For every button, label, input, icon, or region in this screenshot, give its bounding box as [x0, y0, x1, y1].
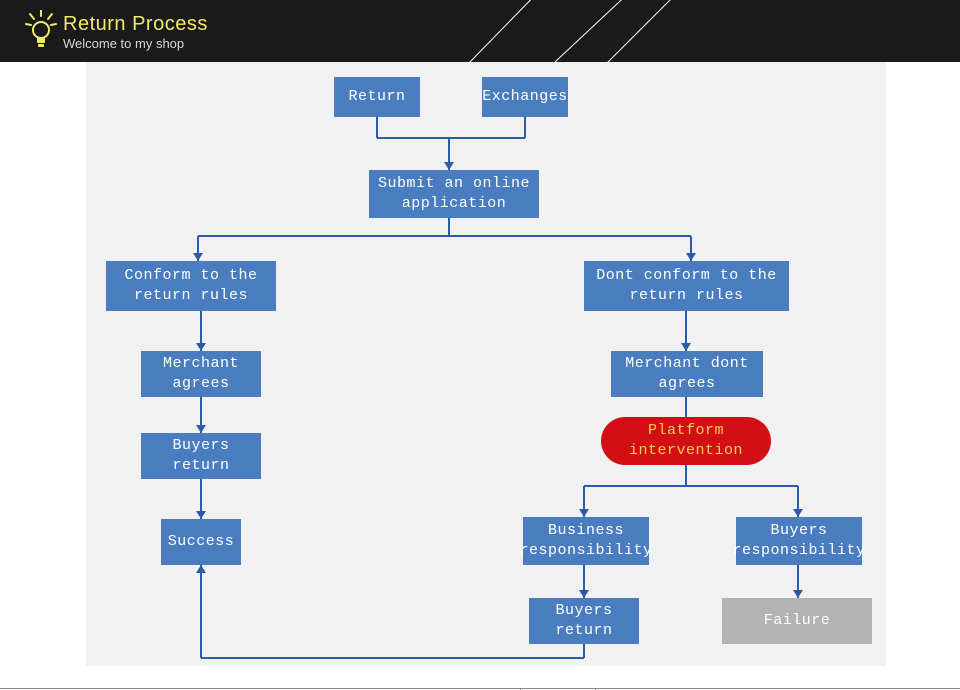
flow-node-conform: Conform to the return rules: [106, 261, 276, 311]
flow-node-buyers_return_r: Buyers return: [529, 598, 639, 644]
flow-node-platform: Platform intervention: [601, 417, 771, 465]
flow-node-success: Success: [161, 519, 241, 565]
flow-node-biz_resp: Business responsibility: [523, 517, 649, 565]
flow-node-buyers_return_l: Buyers return: [141, 433, 261, 479]
flow-node-dont_conform: Dont conform to the return rules: [584, 261, 789, 311]
flow-node-return: Return: [334, 77, 420, 117]
flow-node-exchanges: Exchanges: [482, 77, 568, 117]
lightbulb-icon: [25, 10, 57, 50]
flowchart-area: Return Exchanges Submit an online applicat…: [86, 62, 886, 666]
flow-node-buyers_resp: Buyers responsibility: [736, 517, 862, 565]
header-subtitle: Welcome to my shop: [63, 36, 184, 51]
flow-node-merchant_dont: Merchant dont agrees: [611, 351, 763, 397]
flowchart-nodes-layer: Return Exchanges Submit an online applicat…: [86, 62, 886, 666]
header-bar: Return Process Welcome to my shop: [0, 0, 960, 62]
header-title: Return Process: [63, 13, 208, 36]
flow-node-submit: Submit an online application: [369, 170, 539, 218]
flow-node-failure: Failure: [722, 598, 872, 644]
footer-separator: [0, 688, 960, 689]
flow-node-merchant_agrees: Merchant agrees: [141, 351, 261, 397]
